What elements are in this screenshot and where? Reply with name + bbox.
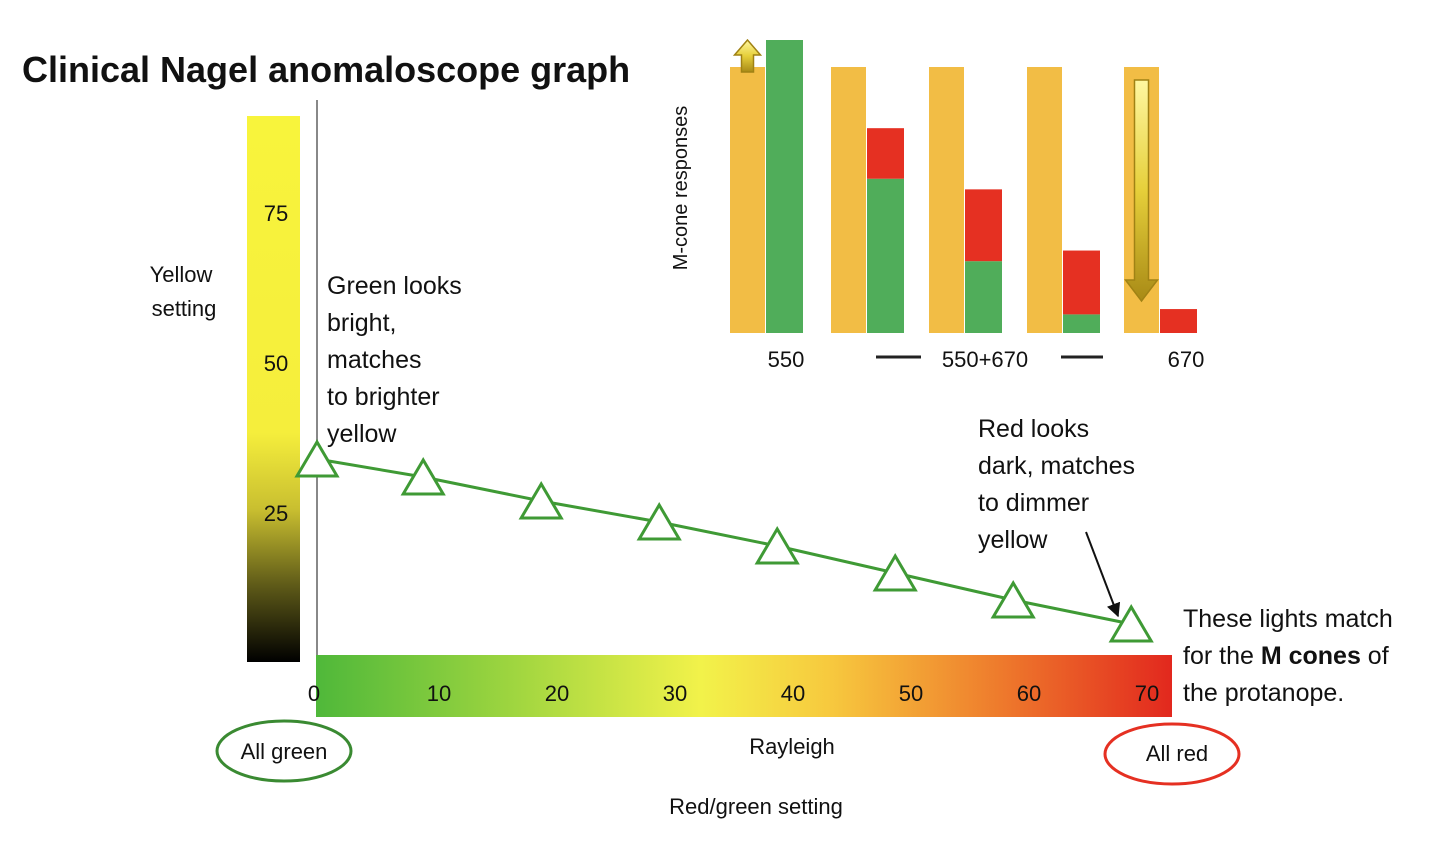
x-tick-label: 40 xyxy=(781,681,805,706)
yellow-scale-bar xyxy=(247,116,300,662)
x-tick-labels: 0 10 20 30 40 50 60 70 xyxy=(308,681,1159,706)
red-green-scale-bar xyxy=(316,655,1172,717)
inset-category-label: 550+670 xyxy=(942,347,1028,372)
annotation-line: yellow xyxy=(978,526,1048,554)
x-scale-label: Rayleigh xyxy=(749,734,835,759)
y-tick-label: 25 xyxy=(264,501,288,526)
y-tick-labels: 25 50 75 xyxy=(264,201,288,526)
x-tick-label: 10 xyxy=(427,681,451,706)
all-green-ellipse xyxy=(215,719,353,783)
annotation-line: matches xyxy=(327,346,421,374)
all-red-ellipse xyxy=(1103,722,1241,786)
x-tick-label: 60 xyxy=(1017,681,1041,706)
match-note-line1: These lights match xyxy=(1183,605,1393,633)
match-note-line2: for the M cones of xyxy=(1183,642,1389,670)
triangle-marker xyxy=(518,481,564,520)
annotation-line: dark, matches xyxy=(978,452,1135,480)
x-tick-label: 20 xyxy=(545,681,569,706)
y-axis-label-line2: setting xyxy=(152,296,217,321)
annotation-line: Green looks xyxy=(327,272,462,300)
inset-bar-red xyxy=(1160,309,1197,333)
x-tick-label: 30 xyxy=(663,681,687,706)
annotation-line: to dimmer xyxy=(978,489,1089,517)
inset-category-label: 550 xyxy=(768,347,805,372)
match-note-line3: the protanope. xyxy=(1183,679,1344,707)
m-cone-inset-chart xyxy=(730,38,1197,333)
inset-bar-green xyxy=(867,178,904,333)
annotation-line: yellow xyxy=(327,420,397,448)
up-arrow-icon xyxy=(732,38,763,73)
inset-bar-red xyxy=(867,128,904,179)
inset-category-labels: 550 550+670 670 xyxy=(768,347,1205,372)
x-tick-label: 70 xyxy=(1135,681,1159,706)
inset-bar-green xyxy=(965,261,1002,333)
chart-title: Clinical Nagel anomaloscope graph xyxy=(22,49,630,90)
inset-bar-yellow xyxy=(730,67,765,333)
x-tick-label: 50 xyxy=(899,681,923,706)
all-green-label: All green xyxy=(241,739,328,764)
inset-bar-yellow xyxy=(1027,67,1062,333)
triangle-marker xyxy=(400,457,446,496)
annotation-line: to brighter xyxy=(327,383,440,411)
triangle-marker xyxy=(872,553,918,592)
series-markers xyxy=(294,439,1154,643)
down-arrow-icon xyxy=(1123,79,1160,303)
y-tick-label: 50 xyxy=(264,351,288,376)
x-axis-label: Red/green setting xyxy=(669,794,843,819)
inset-bar-green xyxy=(1063,314,1100,333)
x-tick-label: 0 xyxy=(308,681,320,706)
annotation-red-dark: Red looks dark, matches to dimmer yellow xyxy=(978,415,1135,554)
triangle-marker xyxy=(1108,604,1154,643)
triangle-marker xyxy=(636,502,682,541)
inset-bar-red xyxy=(1063,250,1100,315)
inset-bar-yellow xyxy=(831,67,866,333)
inset-category-label: 670 xyxy=(1168,347,1205,372)
annotation-line: Red looks xyxy=(978,415,1089,443)
annotation-green-bright: Green looks bright, matches to brighter yell… xyxy=(327,272,462,448)
annotation-line: bright, xyxy=(327,309,396,337)
triangle-marker xyxy=(754,526,800,565)
y-tick-label: 75 xyxy=(264,201,288,226)
triangle-marker xyxy=(294,439,340,478)
y-axis-label-line1: Yellow xyxy=(150,262,213,287)
inset-bar-yellow xyxy=(929,67,964,333)
all-red-label: All red xyxy=(1146,741,1208,766)
inset-y-axis-label: M-cone responses xyxy=(670,106,692,271)
annotation-arrow xyxy=(1085,531,1121,618)
series-line xyxy=(316,457,1132,626)
triangle-marker xyxy=(990,580,1036,619)
inset-bar-red xyxy=(965,189,1002,262)
inset-bar-green xyxy=(766,40,803,333)
